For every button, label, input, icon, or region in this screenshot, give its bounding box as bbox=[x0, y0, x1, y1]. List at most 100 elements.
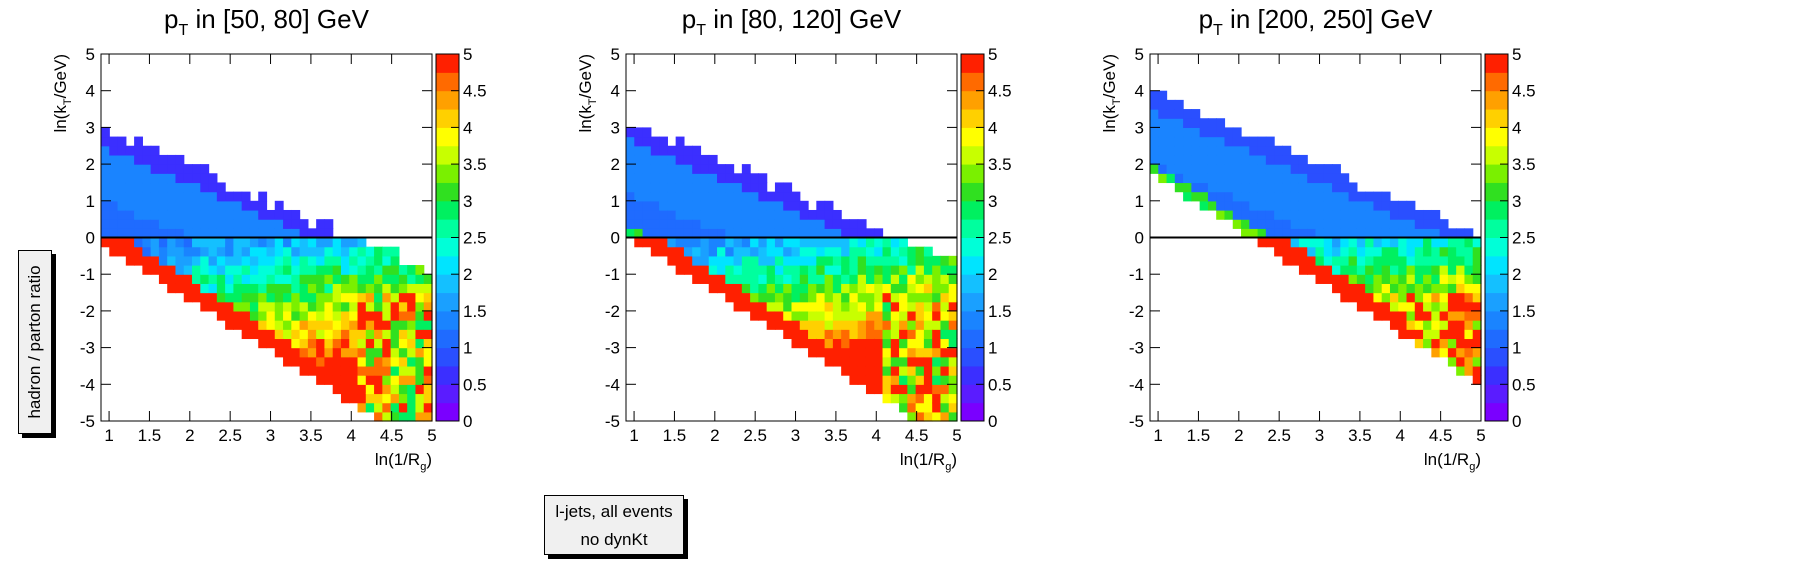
heatmap-cell bbox=[882, 384, 892, 395]
heatmap-cell bbox=[101, 127, 110, 138]
heatmap-cell bbox=[783, 329, 793, 340]
heatmap-cell bbox=[158, 265, 168, 275]
x-tick-label: 2.5 bbox=[1267, 426, 1291, 445]
heatmap-cell bbox=[799, 301, 809, 312]
heatmap-cell bbox=[1381, 283, 1391, 294]
heatmap-cell bbox=[1332, 182, 1341, 193]
heatmap-cell bbox=[183, 182, 193, 193]
z-tick-label: 2.5 bbox=[463, 229, 487, 248]
heatmap-cell bbox=[799, 329, 809, 340]
heatmap-cell bbox=[101, 191, 110, 202]
heatmap-cell bbox=[1199, 191, 1209, 202]
heatmap-cell bbox=[200, 182, 210, 193]
heatmap-cell bbox=[266, 265, 276, 275]
heatmap-cell bbox=[109, 228, 119, 239]
heatmap-cell bbox=[650, 173, 660, 184]
heatmap-cell bbox=[192, 164, 201, 174]
heatmap-cell bbox=[423, 329, 433, 340]
heatmap-cell bbox=[750, 255, 759, 266]
heatmap-cell bbox=[907, 320, 917, 330]
heatmap-cell bbox=[158, 164, 168, 174]
heatmap-cell bbox=[1257, 219, 1267, 229]
heatmap-cell bbox=[216, 310, 226, 321]
heatmap-cell bbox=[1166, 154, 1176, 165]
heatmap-cell bbox=[142, 191, 152, 202]
heatmap-cell bbox=[667, 219, 677, 229]
heatmap-cell bbox=[150, 237, 160, 248]
heatmap-cell bbox=[365, 283, 375, 294]
heatmap-cell bbox=[675, 173, 685, 184]
heatmap-cell bbox=[1472, 283, 1482, 294]
heatmap-cell bbox=[766, 209, 776, 220]
heatmap-cell bbox=[692, 209, 702, 220]
heatmap-cell bbox=[365, 338, 375, 349]
heatmap-cell bbox=[175, 237, 185, 248]
heatmap-cell bbox=[816, 347, 826, 358]
heatmap-cell bbox=[349, 347, 359, 358]
heatmap-cell bbox=[783, 246, 793, 257]
heatmap-cell bbox=[1381, 209, 1391, 220]
heatmap-cell bbox=[1439, 301, 1449, 312]
z-tick-label: 5 bbox=[463, 45, 472, 64]
heatmap-cell bbox=[816, 320, 826, 330]
heatmap-cell bbox=[1356, 237, 1366, 248]
heatmap-cell bbox=[101, 228, 110, 239]
heatmap-cell bbox=[1456, 320, 1466, 330]
heatmap-cell bbox=[1241, 173, 1250, 184]
heatmap-cell bbox=[407, 320, 417, 330]
heatmap-cell bbox=[134, 182, 143, 193]
heatmap-cell bbox=[733, 209, 743, 220]
heatmap-cell bbox=[382, 338, 392, 349]
heatmap-cell bbox=[923, 356, 933, 367]
heatmap-cell bbox=[708, 219, 718, 229]
color-bar-segment bbox=[1485, 182, 1508, 202]
color-bar-segment bbox=[961, 127, 984, 147]
x-tick-label: 1.5 bbox=[663, 426, 687, 445]
heatmap-cell bbox=[1356, 228, 1366, 239]
heatmap-cell bbox=[725, 292, 735, 303]
y-tick-label: 3 bbox=[611, 118, 620, 137]
heatmap-cell bbox=[857, 274, 867, 284]
heatmap-cell bbox=[349, 320, 359, 330]
heatmap-cell bbox=[899, 320, 908, 330]
x-tick-label: 2 bbox=[710, 426, 719, 445]
heatmap-cell bbox=[1456, 237, 1466, 248]
heatmap-cell bbox=[1298, 154, 1308, 165]
heatmap-cell bbox=[291, 255, 301, 266]
heatmap-cell bbox=[1282, 255, 1292, 266]
heatmap-cell bbox=[1307, 200, 1317, 211]
heatmap-cell bbox=[1356, 274, 1366, 284]
heatmap-cell bbox=[1447, 301, 1457, 312]
heatmap-cell bbox=[1447, 265, 1457, 275]
heatmap-cell bbox=[1414, 320, 1424, 330]
z-tick-label: 4.5 bbox=[988, 82, 1012, 101]
heatmap-cell bbox=[708, 191, 718, 202]
heatmap-cell bbox=[733, 292, 743, 303]
heatmap-cell bbox=[1447, 310, 1457, 321]
heatmap-cell bbox=[1423, 265, 1432, 275]
heatmap-cell bbox=[791, 191, 801, 202]
heatmap-cell bbox=[208, 265, 218, 275]
heatmap-cell bbox=[1315, 246, 1325, 257]
heatmap-cell bbox=[1232, 209, 1242, 220]
heatmap-cell bbox=[134, 200, 143, 211]
heatmap-cell bbox=[1315, 173, 1325, 184]
heatmap-cell bbox=[398, 320, 408, 330]
heatmap-cell bbox=[948, 402, 958, 413]
heatmap-cell bbox=[849, 237, 859, 248]
heatmap-cell bbox=[1282, 173, 1292, 184]
heatmap-cell bbox=[390, 255, 400, 266]
heatmap-cell bbox=[824, 301, 834, 312]
heatmap-cell bbox=[799, 255, 809, 266]
heatmap-cell bbox=[324, 320, 334, 330]
heatmap-cell bbox=[1373, 246, 1383, 257]
heatmap-cell bbox=[291, 274, 301, 284]
heatmap-cell bbox=[382, 255, 392, 266]
heatmap-cell bbox=[634, 200, 644, 211]
heatmap-cell bbox=[841, 338, 851, 349]
heatmap-cell bbox=[841, 219, 851, 229]
heatmap-cell bbox=[407, 411, 417, 422]
heatmap-cells bbox=[101, 127, 433, 422]
heatmap-cell bbox=[841, 310, 851, 321]
heatmap-cell bbox=[398, 347, 408, 358]
